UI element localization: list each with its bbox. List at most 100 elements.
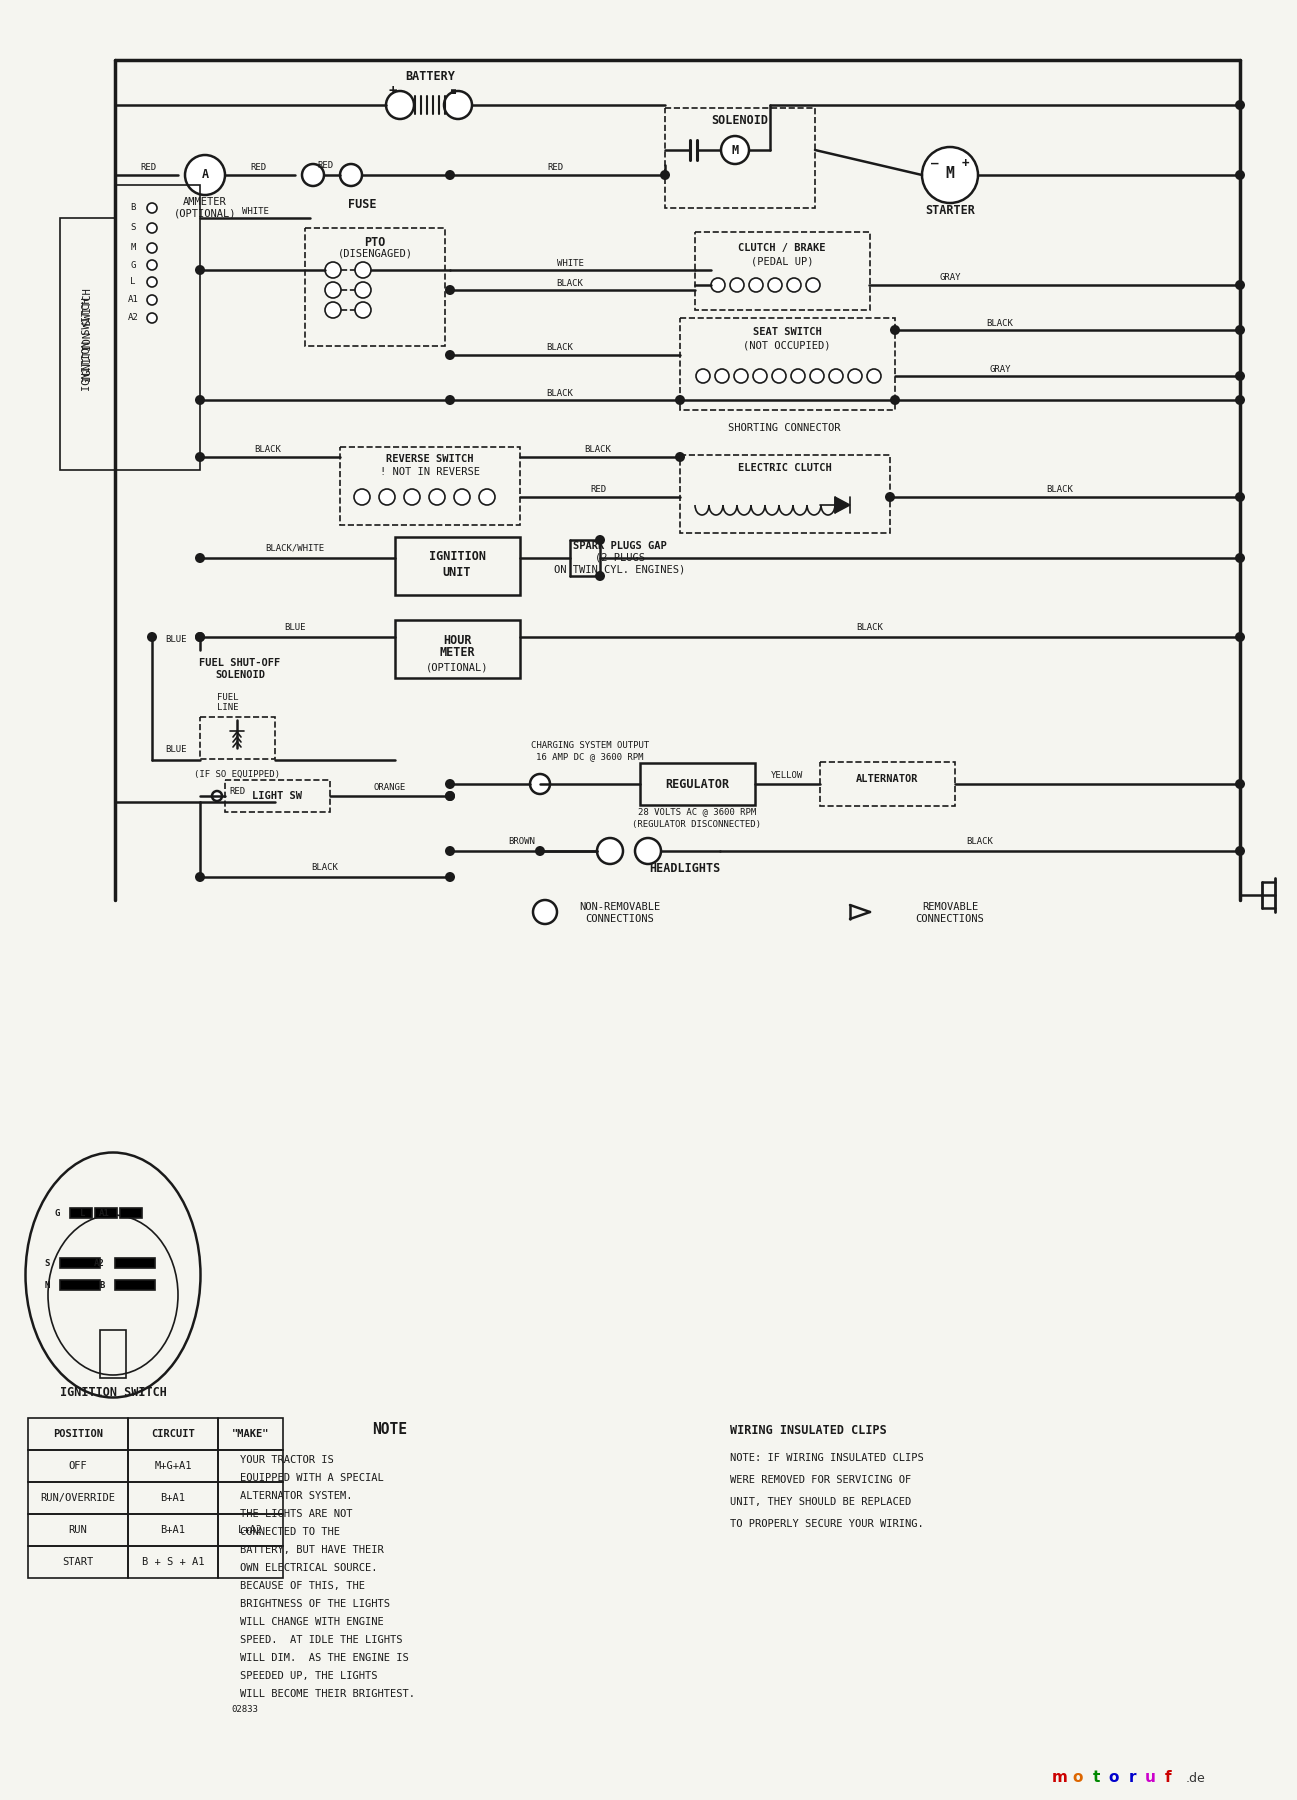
- Text: CONNECTIONS: CONNECTIONS: [586, 914, 655, 923]
- Circle shape: [730, 277, 744, 292]
- Circle shape: [211, 790, 222, 801]
- Text: ORANGE: ORANGE: [374, 783, 406, 792]
- Text: M: M: [732, 144, 738, 157]
- Text: L: L: [130, 277, 136, 286]
- Text: IGNITION: IGNITION: [428, 551, 485, 563]
- Text: o: o: [1109, 1771, 1119, 1786]
- Circle shape: [791, 369, 805, 383]
- Circle shape: [444, 92, 472, 119]
- Text: RED: RED: [547, 164, 563, 173]
- Circle shape: [1235, 632, 1245, 643]
- Circle shape: [534, 846, 545, 857]
- Text: S: S: [44, 1258, 51, 1267]
- Circle shape: [721, 137, 748, 164]
- Circle shape: [302, 164, 324, 185]
- Text: METER: METER: [440, 646, 475, 659]
- Bar: [680, 319, 895, 410]
- Text: B: B: [100, 1280, 105, 1289]
- Text: UNIT: UNIT: [442, 565, 471, 578]
- Text: IGNITION SWITCH: IGNITION SWITCH: [60, 1386, 166, 1399]
- Text: 02833: 02833: [232, 1706, 258, 1714]
- Circle shape: [597, 839, 623, 864]
- Text: RED: RED: [590, 486, 606, 495]
- Text: BLACK: BLACK: [1047, 486, 1074, 495]
- Circle shape: [445, 349, 455, 360]
- Circle shape: [696, 369, 709, 383]
- Bar: [396, 619, 520, 679]
- Circle shape: [355, 302, 371, 319]
- Text: ON TWIN CYL. ENGINES): ON TWIN CYL. ENGINES): [554, 565, 686, 574]
- Text: BLACK: BLACK: [966, 837, 994, 846]
- Text: BLACK: BLACK: [546, 389, 573, 398]
- Bar: [218, 1514, 283, 1546]
- Circle shape: [866, 369, 881, 383]
- Circle shape: [530, 774, 550, 794]
- Text: B: B: [130, 203, 136, 212]
- Circle shape: [195, 394, 205, 405]
- Circle shape: [890, 394, 900, 405]
- Text: 16 AMP DC @ 3600 RPM: 16 AMP DC @ 3600 RPM: [536, 752, 643, 761]
- Text: (NOT OCCUPIED): (NOT OCCUPIED): [743, 340, 831, 349]
- Text: AMMETER: AMMETER: [183, 196, 227, 207]
- Text: IGNITION SWITCH: IGNITION SWITCH: [82, 297, 92, 391]
- Text: B + S + A1: B + S + A1: [141, 1557, 204, 1568]
- Bar: [29, 1451, 128, 1481]
- Bar: [128, 1546, 218, 1579]
- Text: WILL CHANGE WITH ENGINE: WILL CHANGE WITH ENGINE: [240, 1616, 384, 1627]
- Bar: [70, 1208, 92, 1219]
- Circle shape: [533, 900, 556, 923]
- Bar: [29, 1418, 128, 1451]
- Circle shape: [1235, 281, 1245, 290]
- Bar: [820, 761, 955, 806]
- Circle shape: [768, 277, 782, 292]
- Text: L+A2: L+A2: [239, 1525, 263, 1535]
- Text: o: o: [1073, 1771, 1083, 1786]
- Text: CIRCUIT: CIRCUIT: [152, 1429, 195, 1438]
- Text: FUSE: FUSE: [348, 198, 376, 212]
- Text: S: S: [130, 223, 136, 232]
- Text: SPEEDED UP, THE LIGHTS: SPEEDED UP, THE LIGHTS: [240, 1670, 377, 1681]
- Text: ■: ■: [450, 86, 455, 95]
- Circle shape: [445, 790, 455, 801]
- Bar: [680, 455, 890, 533]
- Circle shape: [674, 394, 685, 405]
- Text: FUEL SHUT-OFF: FUEL SHUT-OFF: [200, 659, 280, 668]
- Text: LINE: LINE: [218, 704, 239, 713]
- Circle shape: [195, 871, 205, 882]
- Circle shape: [829, 369, 843, 383]
- Text: ! NOT IN REVERSE: ! NOT IN REVERSE: [380, 466, 480, 477]
- Circle shape: [772, 369, 786, 383]
- Circle shape: [890, 326, 900, 335]
- Circle shape: [1235, 491, 1245, 502]
- Circle shape: [195, 265, 205, 275]
- Bar: [121, 1208, 141, 1219]
- Circle shape: [479, 490, 495, 506]
- Text: BLACK: BLACK: [856, 623, 883, 632]
- Text: WILL BECOME THEIR BRIGHTEST.: WILL BECOME THEIR BRIGHTEST.: [240, 1688, 415, 1699]
- Bar: [218, 1481, 283, 1514]
- Bar: [665, 108, 815, 209]
- Text: +: +: [961, 157, 969, 169]
- Text: LIGHT SW: LIGHT SW: [252, 790, 302, 801]
- Bar: [396, 536, 520, 596]
- Text: 28 VOLTS AC @ 3600 RPM: 28 VOLTS AC @ 3600 RPM: [638, 808, 756, 817]
- Text: M: M: [946, 166, 955, 180]
- Text: OWN ELECTRICAL SOURCE.: OWN ELECTRICAL SOURCE.: [240, 1562, 377, 1573]
- Bar: [115, 185, 200, 470]
- Circle shape: [1235, 101, 1245, 110]
- Text: ALTERNATOR SYSTEM.: ALTERNATOR SYSTEM.: [240, 1490, 353, 1501]
- Circle shape: [429, 490, 445, 506]
- Text: BLACK: BLACK: [546, 344, 573, 353]
- Text: POSITION: POSITION: [53, 1429, 102, 1438]
- Text: BLACK: BLACK: [987, 319, 1013, 328]
- Circle shape: [595, 571, 604, 581]
- Circle shape: [1235, 371, 1245, 382]
- Circle shape: [147, 295, 157, 304]
- Text: RED: RED: [250, 164, 266, 173]
- Text: u: u: [1144, 1771, 1156, 1786]
- Circle shape: [922, 148, 978, 203]
- Text: STARTER: STARTER: [925, 203, 975, 216]
- Text: f: f: [1165, 1771, 1171, 1786]
- Text: RED: RED: [140, 164, 156, 173]
- Text: BRIGHTNESS OF THE LIGHTS: BRIGHTNESS OF THE LIGHTS: [240, 1598, 390, 1609]
